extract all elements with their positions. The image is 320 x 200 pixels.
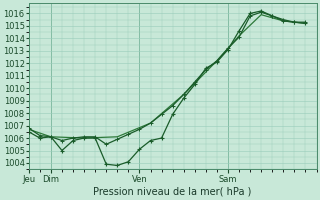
X-axis label: Pression niveau de la mer( hPa ): Pression niveau de la mer( hPa ): [93, 187, 252, 197]
